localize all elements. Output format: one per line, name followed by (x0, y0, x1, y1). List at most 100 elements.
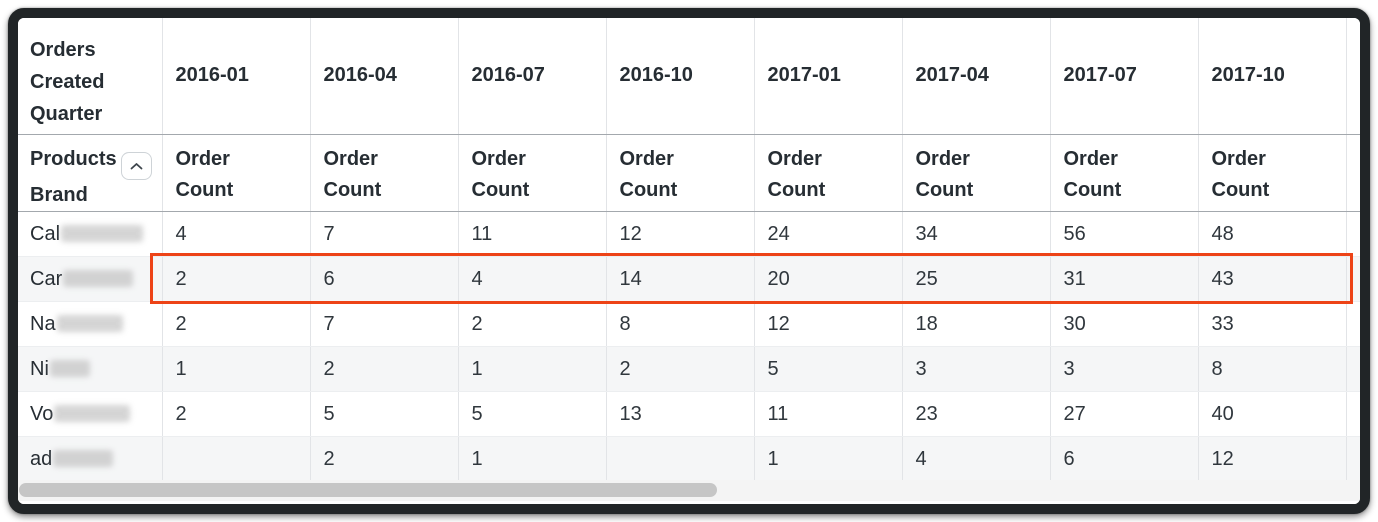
order-count-cell[interactable]: 1 (457, 436, 606, 482)
measure-label-line2: Count (915, 178, 974, 201)
order-count-cell[interactable]: 11 (457, 211, 606, 257)
order-count-cell[interactable]: 8 (1197, 346, 1346, 392)
order-count-cell[interactable]: 2 (605, 346, 754, 392)
order-count-cell[interactable]: 8 (605, 301, 754, 347)
brand-prefix-text: Na (30, 312, 56, 335)
horizontal-scrollbar-track[interactable] (18, 480, 1360, 501)
order-count-cell[interactable]: 18 (901, 301, 1050, 347)
measure-header-cell[interactable]: Order Count (309, 134, 458, 212)
measure-label-line2: Count (175, 178, 234, 201)
redacted-brand-text (49, 359, 90, 377)
measure-label-line2: Count (767, 178, 826, 201)
order-count-cell[interactable]: 2 (309, 346, 458, 392)
order-count-cell[interactable]: 2 (161, 301, 310, 347)
brand-cell: Vo (18, 391, 162, 437)
order-count-cell[interactable]: 33 (1197, 301, 1346, 347)
measure-header-cell[interactable]: Order Count (753, 134, 902, 212)
order-count-cell[interactable]: 2 (457, 301, 606, 347)
order-count-cell[interactable]: 4 (161, 211, 310, 257)
order-count-cell[interactable] (161, 436, 310, 482)
brand-prefix-text: Ni (30, 357, 49, 380)
quarter-header-cell[interactable]: 2017-07 (1049, 18, 1198, 135)
quarter-header-cell[interactable]: 2016-01 (161, 18, 310, 135)
measure-header-row: Products Brand Order Count Order Count Order Co… (18, 134, 1360, 212)
quarter-header-cell[interactable]: 2016-10 (605, 18, 754, 135)
redacted-brand-text (54, 404, 131, 422)
order-count-cell[interactable]: 5 (753, 346, 902, 392)
table-row: Cal 4 7 11 12 24 34 56 48 (18, 211, 1360, 257)
order-count-cell[interactable]: 12 (753, 301, 902, 347)
partial-column-cell (1345, 391, 1360, 437)
brand-cell: Car (18, 256, 162, 302)
measure-header-cell[interactable]: Order Count (1049, 134, 1198, 212)
quarter-header-cell[interactable]: 2016-07 (457, 18, 606, 135)
table-row: Vo 2 5 5 13 11 23 27 40 (18, 391, 1360, 437)
table-row: ad 2 1 1 4 6 12 (18, 436, 1360, 482)
order-count-cell[interactable]: 5 (457, 391, 606, 437)
chevron-up-icon (130, 162, 143, 169)
order-count-cell[interactable]: 2 (161, 391, 310, 437)
order-count-cell[interactable]: 14 (605, 256, 754, 302)
quarter-header-cell[interactable]: 2016-04 (309, 18, 458, 135)
order-count-cell[interactable]: 13 (605, 391, 754, 437)
order-count-cell[interactable]: 1 (753, 436, 902, 482)
order-count-cell[interactable]: 11 (753, 391, 902, 437)
order-count-cell[interactable]: 7 (309, 211, 458, 257)
measure-label-line1: Order (767, 147, 822, 170)
table-viewport: Orders Created Quarter 2016-01 2016-04 2016… (18, 18, 1360, 504)
brand-prefix-text: Cal (30, 222, 61, 245)
order-count-cell[interactable]: 12 (605, 211, 754, 257)
quarter-header-cell[interactable]: 2017-01 (753, 18, 902, 135)
row-dimension-label-line2: Brand (30, 184, 88, 206)
order-count-cell[interactable]: 5 (309, 391, 458, 437)
order-count-cell[interactable]: 27 (1049, 391, 1198, 437)
quarter-header-cell[interactable]: 2017-10 (1197, 18, 1346, 135)
order-count-cell[interactable]: 20 (753, 256, 902, 302)
order-count-cell[interactable]: 56 (1049, 211, 1198, 257)
measure-header-cell[interactable]: Order Count (161, 134, 310, 212)
brand-prefix-text: ad (30, 447, 53, 470)
horizontal-scrollbar-thumb[interactable] (19, 483, 717, 497)
table-row: Car 2 6 4 14 20 25 31 43 (18, 256, 1360, 302)
measure-label-line2: Count (1211, 178, 1270, 201)
measure-label-line1: Order (1211, 147, 1266, 170)
order-count-cell[interactable]: 25 (901, 256, 1050, 302)
order-count-cell[interactable]: 48 (1197, 211, 1346, 257)
order-count-cell[interactable]: 7 (309, 301, 458, 347)
order-count-cell[interactable]: 43 (1197, 256, 1346, 302)
order-count-cell[interactable] (605, 436, 754, 482)
measure-label-line1: Order (1063, 147, 1118, 170)
order-count-cell[interactable]: 31 (1049, 256, 1198, 302)
measure-label-line2: Count (471, 178, 530, 201)
order-count-cell[interactable]: 6 (309, 256, 458, 302)
measure-label-line1: Order (323, 147, 378, 170)
order-count-cell[interactable]: 12 (1197, 436, 1346, 482)
measure-header-cell[interactable]: Order Count (1197, 134, 1346, 212)
order-count-cell[interactable]: 1 (161, 346, 310, 392)
measure-header-cell[interactable]: Order Count (457, 134, 606, 212)
redacted-brand-text (53, 449, 114, 467)
order-count-cell[interactable]: 3 (901, 346, 1050, 392)
screenshot-frame: Orders Created Quarter 2016-01 2016-04 2016… (8, 8, 1370, 514)
measure-header-cell[interactable]: Order Count (901, 134, 1050, 212)
table-row: Na 2 7 2 8 12 18 30 33 (18, 301, 1360, 347)
measure-label-line1: Order (175, 147, 230, 170)
order-count-cell[interactable]: 1 (457, 346, 606, 392)
order-count-cell[interactable]: 23 (901, 391, 1050, 437)
measure-label-line2: Count (1063, 178, 1122, 201)
order-count-cell[interactable]: 3 (1049, 346, 1198, 392)
quarter-header-cell[interactable]: 2017-04 (901, 18, 1050, 135)
order-count-cell[interactable]: 6 (1049, 436, 1198, 482)
order-count-cell[interactable]: 30 (1049, 301, 1198, 347)
order-count-cell[interactable]: 34 (901, 211, 1050, 257)
order-count-cell[interactable]: 24 (753, 211, 902, 257)
order-count-cell[interactable]: 40 (1197, 391, 1346, 437)
order-count-cell[interactable]: 2 (161, 256, 310, 302)
measure-header-cell[interactable]: Order Count (605, 134, 754, 212)
row-dimension-label-text: Products (30, 147, 117, 170)
order-count-cell[interactable]: 4 (457, 256, 606, 302)
order-count-cell[interactable]: 4 (901, 436, 1050, 482)
sort-ascending-button[interactable] (120, 152, 152, 180)
order-count-cell[interactable]: 2 (309, 436, 458, 482)
partial-column-header (1345, 134, 1360, 212)
